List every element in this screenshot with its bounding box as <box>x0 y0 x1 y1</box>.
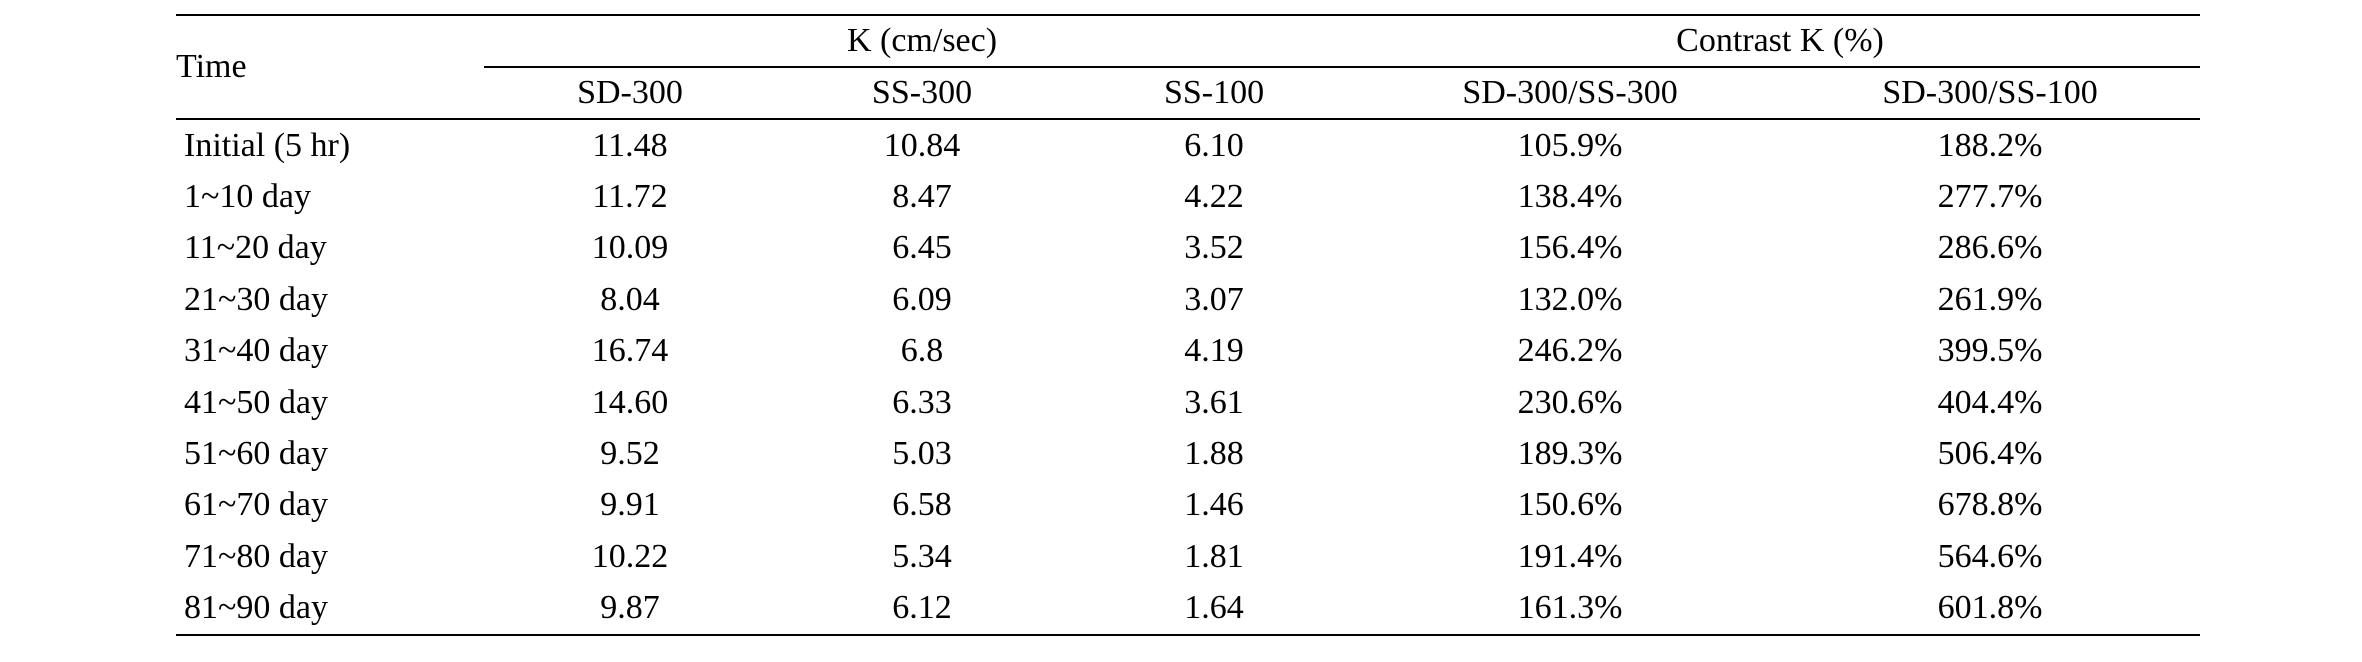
header-group-contrast-label: Contrast K (%) <box>1676 22 1884 59</box>
row-value-cell: 9.91 <box>600 486 660 524</box>
row-value-cell: 4.22 <box>1184 178 1244 216</box>
row-time-cell: 81~90 day <box>176 582 484 636</box>
header-group-k: K (cm/sec) <box>484 14 1361 68</box>
permeability-table: Time K (cm/sec) Contrast K (%) SD-300 SS… <box>176 14 2201 636</box>
row-value-cell: 261.9% <box>1937 280 2043 318</box>
table-row: 21~30 day 8.04 6.09 3.07 132.0% 261.9% <box>176 274 2200 325</box>
row-value-cell: 1.81 <box>1184 537 1244 575</box>
row-value-cell: 11.72 <box>592 178 668 216</box>
table-row: 71~80 day 10.22 5.34 1.81 191.4% 564.6% <box>176 531 2200 582</box>
row-value-cell: 404.4% <box>1937 383 2043 421</box>
table-row: Initial (5 hr) 11.48 10.84 6.10 105.9% 188.2% <box>176 119 2200 171</box>
row-value-cell: 601.8% <box>1780 582 2201 636</box>
row-value-cell: 156.4% <box>1517 229 1623 267</box>
header-col-ratio-sd300-ss300: SD-300/SS-300 <box>1360 67 1781 120</box>
row-value-cell: 8.04 <box>600 280 660 318</box>
row-value-cell: 189.3% <box>1517 435 1623 473</box>
row-value-cell: 9.52 <box>600 435 660 473</box>
row-value-cell: 1.46 <box>1184 486 1244 524</box>
row-value-cell: 6.09 <box>892 280 952 318</box>
row-value-cell: 6.45 <box>892 229 952 267</box>
row-value-cell: 188.2% <box>1937 126 2043 164</box>
row-value-cell: 3.52 <box>1184 229 1244 267</box>
row-value-cell: 3.07 <box>1184 280 1244 318</box>
row-value-cell: 191.4% <box>1517 537 1623 575</box>
row-value-cell: 678.8% <box>1937 486 2043 524</box>
row-value-cell: 14.60 <box>591 383 669 421</box>
row-value-cell: 132.0% <box>1517 280 1623 318</box>
header-row-groups: Time K (cm/sec) Contrast K (%) <box>176 14 2201 120</box>
table-row: 61~70 day 9.91 6.58 1.46 150.6% 678.8% <box>176 480 2200 531</box>
row-value-cell: 286.6% <box>1937 229 2043 267</box>
row-value-cell: 6.8 <box>900 332 944 370</box>
row-value-cell: 277.7% <box>1937 178 2043 216</box>
row-value-cell: 4.19 <box>1184 332 1244 370</box>
table-row: 81~90 day 9.87 6.12 1.64 161.3% 601.8% <box>176 582 2201 636</box>
row-value-cell: 1.64 <box>1068 582 1361 636</box>
header-col-ratio-sd300-ss100: SD-300/SS-100 <box>1780 67 2201 120</box>
header-col-sd300: SD-300 <box>484 67 776 120</box>
table-header: Time K (cm/sec) Contrast K (%) SD-300 SS… <box>176 14 2201 120</box>
header-group-contrast: Contrast K (%) <box>1360 14 2201 68</box>
row-value-cell: 11.48 <box>592 126 668 164</box>
row-value-cell: 161.3% <box>1360 582 1781 636</box>
row-value-cell: 230.6% <box>1517 383 1623 421</box>
row-time-cell: 61~70 day <box>184 486 328 524</box>
row-time-cell: 41~50 day <box>184 383 328 421</box>
row-value-cell: 6.58 <box>892 486 952 524</box>
row-value-cell: 399.5% <box>1937 332 2043 370</box>
table-row: 41~50 day 14.60 6.33 3.61 230.6% 404.4% <box>176 377 2200 428</box>
data-table-container: Time K (cm/sec) Contrast K (%) SD-300 SS… <box>176 14 2201 636</box>
table-body: Initial (5 hr) 11.48 10.84 6.10 105.9% 188.2%… <box>176 119 2201 636</box>
table-row: 1~10 day 11.72 8.47 4.22 138.4% 277.7% <box>176 171 2200 222</box>
row-time-cell: 51~60 day <box>184 435 328 473</box>
row-value-cell: 10.09 <box>591 229 669 267</box>
row-value-cell: 1.88 <box>1184 435 1244 473</box>
header-group-k-label: K (cm/sec) <box>846 22 998 59</box>
row-value-cell: 10.84 <box>883 126 961 164</box>
row-value-cell: 150.6% <box>1517 486 1623 524</box>
row-value-cell: 105.9% <box>1517 126 1623 164</box>
table-row: 11~20 day 10.09 6.45 3.52 156.4% 286.6% <box>176 223 2200 274</box>
row-value-cell: 8.47 <box>892 178 952 216</box>
row-value-cell: 5.03 <box>892 435 952 473</box>
header-time: Time <box>176 14 484 120</box>
row-value-cell: 138.4% <box>1517 178 1623 216</box>
row-time-cell: 11~20 day <box>184 229 327 267</box>
header-col-ss100: SS-100 <box>1068 67 1361 120</box>
row-time-cell: 21~30 day <box>184 280 328 318</box>
row-value-cell: 6.10 <box>1184 126 1244 164</box>
row-time-cell: Initial (5 hr) <box>184 126 351 164</box>
row-value-cell: 16.74 <box>591 332 669 370</box>
row-time-cell: 31~40 day <box>184 332 328 370</box>
header-row-columns: SD-300 SS-300 SS-100 SD-300/SS-300 SD-30… <box>176 67 2201 120</box>
row-time-cell: 71~80 day <box>184 537 328 575</box>
row-value-cell: 564.6% <box>1937 537 2043 575</box>
row-value-cell: 246.2% <box>1517 332 1623 370</box>
row-value-cell: 5.34 <box>892 537 952 575</box>
row-value-cell: 10.22 <box>591 537 669 575</box>
row-value-cell: 6.12 <box>776 582 1068 636</box>
row-time-cell: 1~10 day <box>184 178 311 216</box>
header-col-ss300: SS-300 <box>776 67 1068 120</box>
row-value-cell: 3.61 <box>1184 383 1244 421</box>
table-row: 51~60 day 9.52 5.03 1.88 189.3% 506.4% <box>176 428 2200 479</box>
row-value-cell: 9.87 <box>484 582 776 636</box>
row-value-cell: 6.33 <box>892 383 952 421</box>
row-value-cell: 506.4% <box>1937 435 2043 473</box>
table-row: 31~40 day 16.74 6.8 4.19 246.2% 399.5% <box>176 326 2200 377</box>
